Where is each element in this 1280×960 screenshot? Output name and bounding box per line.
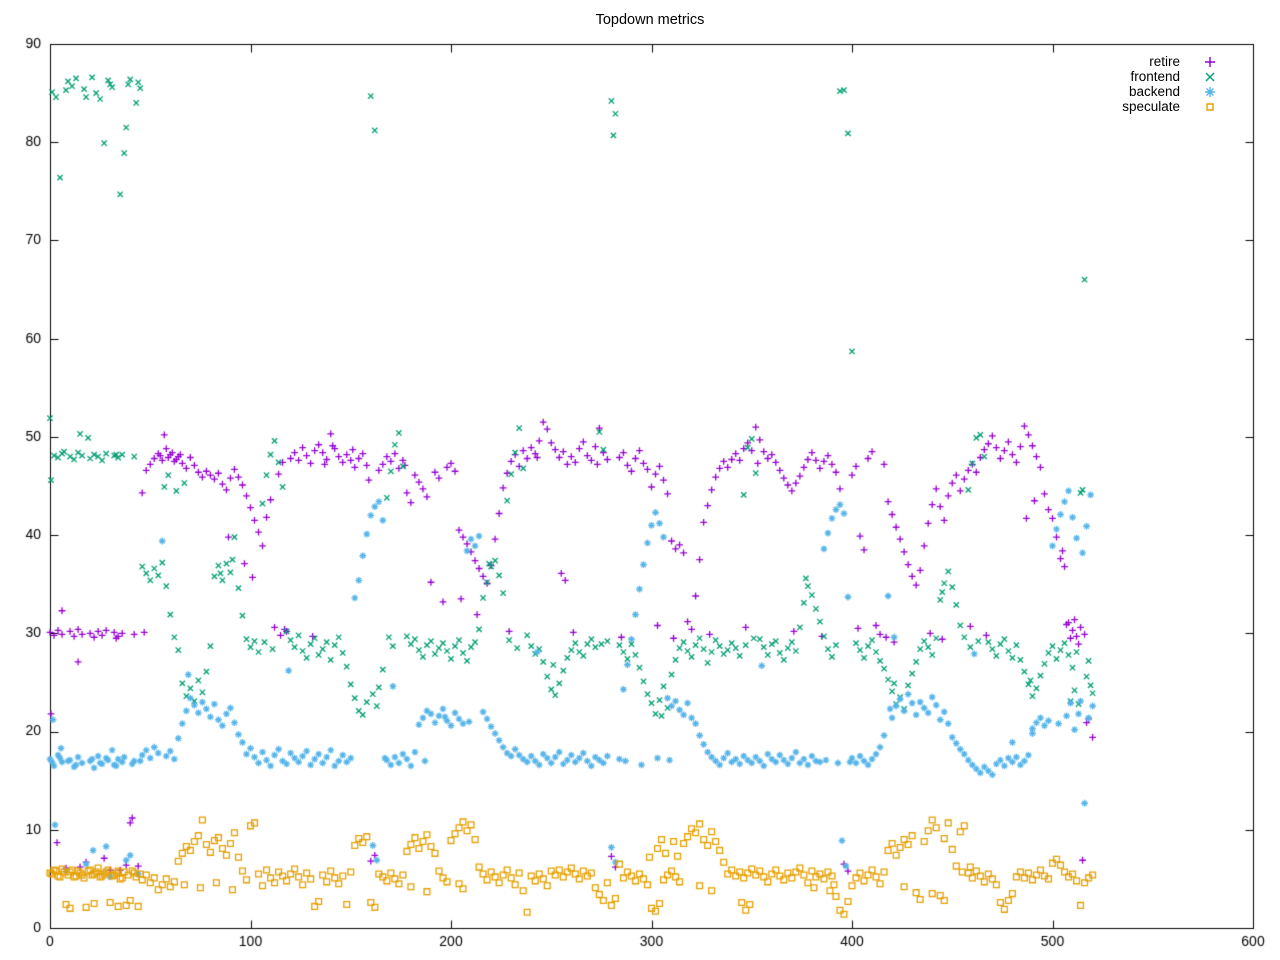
legend-label: retire	[1149, 54, 1180, 69]
legend: retire frontend backend speculate	[1122, 54, 1219, 114]
legend-item-retire: retire	[1122, 54, 1219, 69]
legend-marker-plus-icon	[1205, 56, 1215, 67]
legend-item-speculate: speculate	[1122, 99, 1219, 114]
legend-marker-asterisk-icon	[1205, 86, 1215, 97]
legend-label: speculate	[1122, 99, 1180, 114]
legend-marker-cross-icon	[1205, 72, 1215, 81]
legend-item-frontend: frontend	[1122, 69, 1219, 84]
legend-marker-square-icon	[1206, 102, 1214, 111]
legend-item-backend: backend	[1122, 84, 1219, 99]
legend-label: backend	[1128, 84, 1180, 99]
legend-label: frontend	[1130, 69, 1180, 84]
